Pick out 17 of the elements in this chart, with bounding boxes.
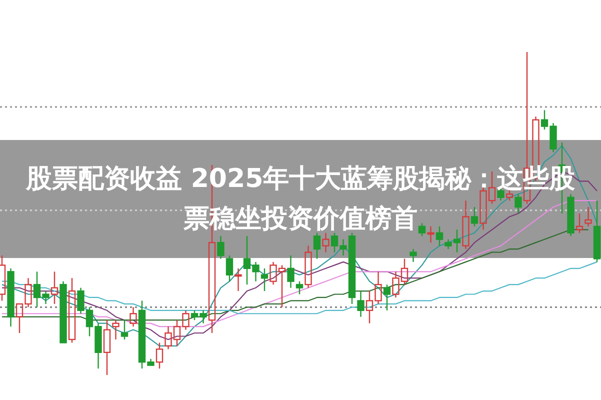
candlestick: [427, 226, 434, 244]
candlestick: [462, 200, 470, 250]
candlestick: [217, 236, 224, 260]
candlestick: [234, 268, 242, 292]
candlestick: [112, 319, 120, 340]
candlestick: [567, 194, 574, 237]
candlestick: [357, 290, 364, 318]
candlestick: [50, 271, 58, 305]
candlestick: [304, 245, 312, 288]
candlestick: [514, 194, 522, 214]
candlestick: [322, 232, 330, 253]
candlestick: [130, 306, 137, 328]
candlestick: [103, 319, 111, 376]
candlestick: [410, 248, 417, 263]
candlestick: [287, 254, 294, 288]
candlestick: [7, 268, 14, 328]
candlestick: [584, 206, 592, 228]
